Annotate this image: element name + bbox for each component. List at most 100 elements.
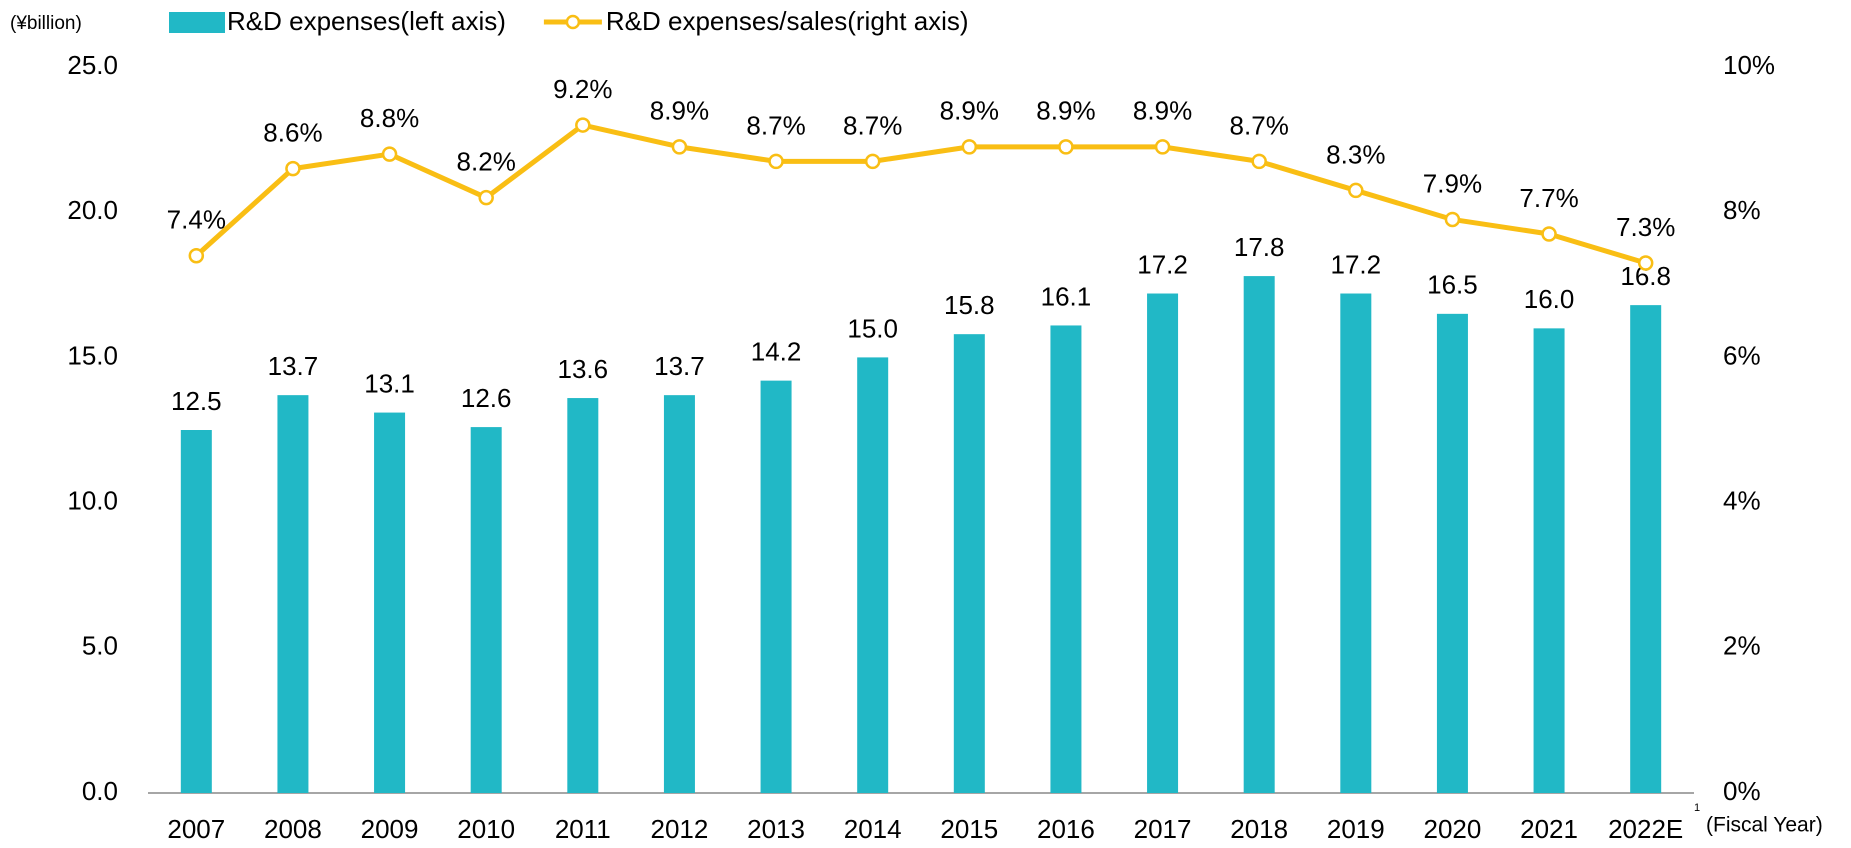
bar xyxy=(374,412,406,793)
bar-value-label: 12.6 xyxy=(461,383,512,413)
bar xyxy=(1340,293,1372,793)
legend-marker xyxy=(565,14,581,30)
line-value-label: 8.9% xyxy=(940,96,999,126)
line-marker xyxy=(768,153,784,170)
y-tick-label: 10.0 xyxy=(67,485,118,515)
line-value-label: 8.9% xyxy=(1133,96,1192,126)
line-value-label: 8.3% xyxy=(1326,139,1385,169)
bar xyxy=(1436,313,1468,793)
line xyxy=(194,122,1647,266)
line-marker xyxy=(1348,182,1364,199)
y2-tick-label: 0% xyxy=(1723,776,1761,806)
line-marker xyxy=(671,139,688,155)
line-value-label: 7.7% xyxy=(1519,183,1578,213)
y-tick-label: 5.0 xyxy=(82,631,118,661)
y2-tick-label: 10% xyxy=(1723,50,1775,80)
x-tick-label: 2013 xyxy=(747,814,805,844)
bar xyxy=(1050,325,1082,793)
bar-value-label: 17.2 xyxy=(1137,249,1188,279)
line-marker xyxy=(575,117,591,133)
x-tick-label: 2019 xyxy=(1327,814,1385,844)
bar xyxy=(180,430,212,793)
line-value-label: 7.9% xyxy=(1423,168,1482,198)
bar xyxy=(567,398,599,793)
line-marker xyxy=(188,248,205,264)
bar xyxy=(1533,328,1565,793)
line-marker xyxy=(1251,153,1267,170)
bar-value-label: 13.7 xyxy=(268,351,319,381)
bar-value-label: 14.2 xyxy=(751,337,802,367)
bar-value-label: 17.8 xyxy=(1234,232,1285,262)
line-marker xyxy=(864,153,881,170)
line-value-label: 8.2% xyxy=(457,147,516,177)
line-value-label: 9.2% xyxy=(553,74,612,104)
y2-tick-label: 2% xyxy=(1723,631,1761,661)
bar-value-label: 15.0 xyxy=(847,313,898,343)
bar-value-label: 13.6 xyxy=(558,354,609,384)
x-tick-label: 2020 xyxy=(1424,814,1482,844)
x-tick-label: 2012 xyxy=(651,814,709,844)
bar-value-label: 13.1 xyxy=(364,368,415,398)
bar xyxy=(1243,276,1275,793)
y2-tick-label: 6% xyxy=(1723,340,1761,370)
x-axis-label: (Fiscal Year) xyxy=(1706,814,1823,837)
unit-label: (¥billion) xyxy=(10,13,82,34)
x-tick-label: 2008 xyxy=(264,814,322,844)
line-value-label: 7.3% xyxy=(1616,212,1675,242)
x-tick-label: 2009 xyxy=(361,814,419,844)
line-value-label: 8.7% xyxy=(1230,110,1289,140)
line-marker xyxy=(478,189,494,206)
bar xyxy=(1147,293,1179,793)
line-marker xyxy=(1541,226,1557,242)
line-value-label: 7.4% xyxy=(167,205,226,235)
bar xyxy=(760,380,792,793)
x-tick-label: 2021 xyxy=(1520,814,1578,844)
y-tick-label: 20.0 xyxy=(67,195,118,225)
bar xyxy=(663,395,695,793)
line-marker xyxy=(285,160,301,177)
x-tick-label: 2016 xyxy=(1037,814,1095,844)
footnote-mark: 1 xyxy=(1694,802,1700,814)
bar xyxy=(1630,305,1662,793)
bar-value-label: 15.8 xyxy=(944,290,995,320)
line-marker xyxy=(961,139,978,155)
y-tick-label: 0.0 xyxy=(82,776,118,806)
x-tick-label: 2014 xyxy=(844,814,902,844)
line-value-label: 8.8% xyxy=(360,103,419,133)
bar-value-label: 16.0 xyxy=(1524,284,1575,314)
line-value-label: 8.7% xyxy=(746,110,805,140)
x-tick-label: 2007 xyxy=(167,814,225,844)
legend-label: R&D expenses(left axis) xyxy=(227,6,506,36)
line-value-label: 8.7% xyxy=(843,110,902,140)
bar xyxy=(277,395,309,793)
y2-tick-label: 8% xyxy=(1723,195,1761,225)
x-tick-label: 2015 xyxy=(940,814,998,844)
x-tick-label: 2018 xyxy=(1230,814,1288,844)
legend-swatch xyxy=(169,12,225,33)
bar-value-label: 17.2 xyxy=(1331,249,1382,279)
line-value-label: 8.9% xyxy=(650,96,709,126)
line-marker xyxy=(1637,255,1654,271)
y2-tick-label: 4% xyxy=(1723,485,1761,515)
bar-value-label: 16.1 xyxy=(1041,281,1092,311)
x-tick-label: 2011 xyxy=(555,814,611,844)
legend-label: R&D expenses/sales(right axis) xyxy=(606,6,969,36)
line-value-label: 8.9% xyxy=(1036,96,1095,126)
bar-value-label: 13.7 xyxy=(654,351,705,381)
line-marker xyxy=(1058,139,1074,155)
line-marker xyxy=(1444,211,1461,228)
y-tick-label: 15.0 xyxy=(67,340,118,370)
y-tick-label: 25.0 xyxy=(67,50,118,80)
bar xyxy=(470,427,502,793)
bar-value-label: 12.5 xyxy=(171,386,222,416)
x-tick-label: 2022E xyxy=(1608,814,1683,844)
x-tick-label: 2017 xyxy=(1134,814,1192,844)
line-value-label: 8.6% xyxy=(263,118,322,148)
bar xyxy=(953,334,985,793)
bar xyxy=(857,357,889,793)
bar-value-label: 16.5 xyxy=(1427,270,1478,300)
x-tick-label: 2010 xyxy=(457,814,515,844)
line-marker xyxy=(381,146,398,162)
line-marker xyxy=(1154,139,1171,155)
